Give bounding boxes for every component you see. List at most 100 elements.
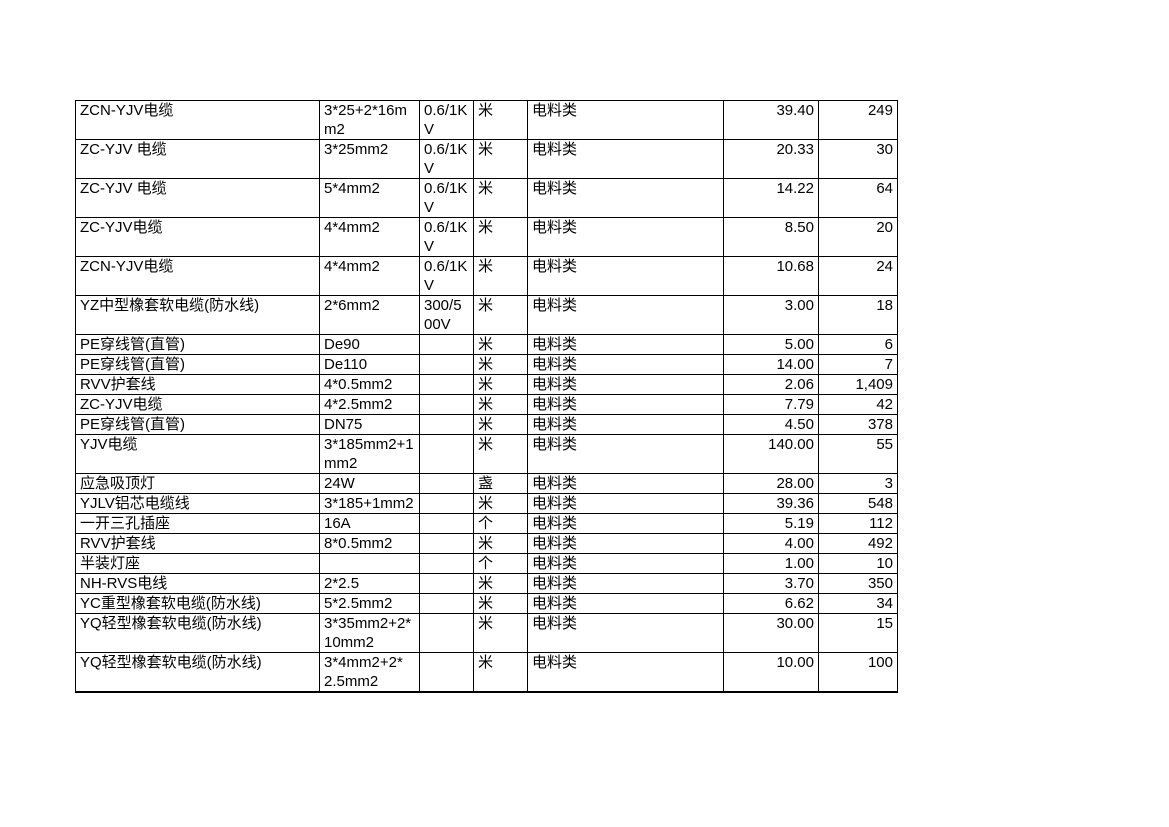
cell-item-name[interactable]: 半装灯座: [75, 553, 320, 574]
cell-price[interactable]: 4.50: [723, 414, 819, 435]
cell-quantity[interactable]: 30: [818, 139, 898, 179]
cell-unit[interactable]: 米: [473, 354, 528, 375]
cell-unit[interactable]: 米: [473, 178, 528, 218]
cell-item-name[interactable]: YQ轻型橡套软电缆(防水线): [75, 652, 320, 693]
cell-spec[interactable]: 3*25+2*16mm2: [319, 100, 420, 140]
cell-spec[interactable]: 4*0.5mm2: [319, 374, 420, 395]
cell-price[interactable]: 14.22: [723, 178, 819, 218]
cell-spec[interactable]: De110: [319, 354, 420, 375]
cell-price[interactable]: 3.00: [723, 295, 819, 335]
cell-item-name[interactable]: YJV电缆: [75, 434, 320, 474]
cell-quantity[interactable]: 15: [818, 613, 898, 653]
cell-price[interactable]: 1.00: [723, 553, 819, 574]
cell-quantity[interactable]: 548: [818, 493, 898, 514]
cell-unit[interactable]: 个: [473, 513, 528, 534]
cell-unit[interactable]: 个: [473, 553, 528, 574]
cell-voltage[interactable]: [419, 652, 474, 693]
cell-quantity[interactable]: 20: [818, 217, 898, 257]
cell-unit[interactable]: 米: [473, 295, 528, 335]
cell-unit[interactable]: 米: [473, 573, 528, 594]
cell-voltage[interactable]: 0.6/1KV: [419, 256, 474, 296]
cell-quantity[interactable]: 64: [818, 178, 898, 218]
cell-category[interactable]: 电料类: [527, 217, 724, 257]
cell-voltage[interactable]: 0.6/1KV: [419, 139, 474, 179]
cell-price[interactable]: 3.70: [723, 573, 819, 594]
cell-voltage[interactable]: [419, 493, 474, 514]
cell-item-name[interactable]: PE穿线管(直管): [75, 334, 320, 355]
cell-quantity[interactable]: 492: [818, 533, 898, 554]
cell-category[interactable]: 电料类: [527, 434, 724, 474]
cell-spec[interactable]: 3*25mm2: [319, 139, 420, 179]
cell-unit[interactable]: 米: [473, 139, 528, 179]
cell-price[interactable]: 30.00: [723, 613, 819, 653]
cell-category[interactable]: 电料类: [527, 256, 724, 296]
cell-category[interactable]: 电料类: [527, 139, 724, 179]
cell-price[interactable]: 10.68: [723, 256, 819, 296]
cell-voltage[interactable]: [419, 354, 474, 375]
cell-item-name[interactable]: YZ中型橡套软电缆(防水线): [75, 295, 320, 335]
cell-price[interactable]: 10.00: [723, 652, 819, 693]
cell-quantity[interactable]: 1,409: [818, 374, 898, 395]
cell-voltage[interactable]: [419, 613, 474, 653]
cell-spec[interactable]: 8*0.5mm2: [319, 533, 420, 554]
cell-quantity[interactable]: 249: [818, 100, 898, 140]
cell-spec[interactable]: 2*6mm2: [319, 295, 420, 335]
cell-quantity[interactable]: 6: [818, 334, 898, 355]
cell-unit[interactable]: 米: [473, 652, 528, 693]
cell-category[interactable]: 电料类: [527, 513, 724, 534]
cell-item-name[interactable]: RVV护套线: [75, 374, 320, 395]
cell-item-name[interactable]: ZCN-YJV电缆: [75, 256, 320, 296]
cell-voltage[interactable]: [419, 414, 474, 435]
cell-spec[interactable]: 5*4mm2: [319, 178, 420, 218]
cell-item-name[interactable]: RVV护套线: [75, 533, 320, 554]
cell-price[interactable]: 140.00: [723, 434, 819, 474]
cell-category[interactable]: 电料类: [527, 414, 724, 435]
cell-price[interactable]: 6.62: [723, 593, 819, 614]
cell-quantity[interactable]: 24: [818, 256, 898, 296]
cell-category[interactable]: 电料类: [527, 473, 724, 494]
cell-quantity[interactable]: 112: [818, 513, 898, 534]
cell-unit[interactable]: 米: [473, 613, 528, 653]
cell-category[interactable]: 电料类: [527, 573, 724, 594]
cell-price[interactable]: 7.79: [723, 394, 819, 415]
cell-spec[interactable]: [319, 553, 420, 574]
cell-voltage[interactable]: 300/500V: [419, 295, 474, 335]
cell-item-name[interactable]: NH-RVS电线: [75, 573, 320, 594]
cell-voltage[interactable]: [419, 394, 474, 415]
cell-unit[interactable]: 盏: [473, 473, 528, 494]
cell-quantity[interactable]: 378: [818, 414, 898, 435]
cell-spec[interactable]: 3*4mm2+2*2.5mm2: [319, 652, 420, 693]
cell-quantity[interactable]: 10: [818, 553, 898, 574]
cell-category[interactable]: 电料类: [527, 100, 724, 140]
cell-price[interactable]: 4.00: [723, 533, 819, 554]
cell-spec[interactable]: 3*35mm2+2*10mm2: [319, 613, 420, 653]
cell-voltage[interactable]: [419, 533, 474, 554]
cell-quantity[interactable]: 3: [818, 473, 898, 494]
cell-item-name[interactable]: ZCN-YJV电缆: [75, 100, 320, 140]
cell-unit[interactable]: 米: [473, 414, 528, 435]
cell-category[interactable]: 电料类: [527, 593, 724, 614]
cell-price[interactable]: 20.33: [723, 139, 819, 179]
cell-quantity[interactable]: 42: [818, 394, 898, 415]
cell-price[interactable]: 5.00: [723, 334, 819, 355]
cell-spec[interactable]: 3*185mm2+1mm2: [319, 434, 420, 474]
cell-item-name[interactable]: ZC-YJV电缆: [75, 394, 320, 415]
cell-item-name[interactable]: ZC-YJV电缆: [75, 217, 320, 257]
cell-spec[interactable]: 5*2.5mm2: [319, 593, 420, 614]
cell-voltage[interactable]: [419, 593, 474, 614]
cell-category[interactable]: 电料类: [527, 178, 724, 218]
cell-quantity[interactable]: 34: [818, 593, 898, 614]
cell-spec[interactable]: 24W: [319, 473, 420, 494]
cell-voltage[interactable]: [419, 434, 474, 474]
cell-price[interactable]: 39.40: [723, 100, 819, 140]
cell-category[interactable]: 电料类: [527, 533, 724, 554]
cell-unit[interactable]: 米: [473, 533, 528, 554]
cell-voltage[interactable]: [419, 513, 474, 534]
cell-spec[interactable]: 16A: [319, 513, 420, 534]
cell-voltage[interactable]: 0.6/1KV: [419, 100, 474, 140]
cell-unit[interactable]: 米: [473, 593, 528, 614]
cell-quantity[interactable]: 7: [818, 354, 898, 375]
cell-unit[interactable]: 米: [473, 493, 528, 514]
cell-item-name[interactable]: PE穿线管(直管): [75, 354, 320, 375]
cell-spec[interactable]: 4*4mm2: [319, 217, 420, 257]
